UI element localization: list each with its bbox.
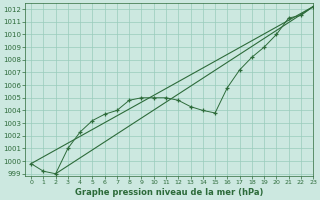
X-axis label: Graphe pression niveau de la mer (hPa): Graphe pression niveau de la mer (hPa) <box>75 188 263 197</box>
